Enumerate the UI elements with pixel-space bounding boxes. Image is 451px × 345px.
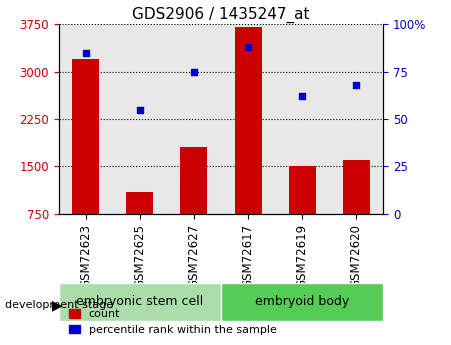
Bar: [235, 27, 262, 262]
Bar: [72, 59, 99, 262]
Point: [190, 69, 198, 74]
Point: [244, 44, 252, 50]
Point: [82, 50, 89, 55]
Legend: count, percentile rank within the sample: count, percentile rank within the sample: [64, 305, 281, 339]
Text: embryonic stem cell: embryonic stem cell: [76, 295, 203, 308]
Bar: [289, 167, 316, 262]
FancyBboxPatch shape: [221, 283, 383, 321]
Title: GDS2906 / 1435247_at: GDS2906 / 1435247_at: [132, 7, 310, 23]
Text: development stage: development stage: [5, 300, 113, 310]
FancyBboxPatch shape: [59, 283, 221, 321]
Point: [136, 107, 143, 112]
Point: [299, 93, 306, 99]
Bar: [126, 192, 153, 262]
Text: ▶: ▶: [52, 298, 63, 312]
Bar: [343, 160, 370, 262]
Bar: [180, 148, 207, 262]
Point: [353, 82, 360, 88]
Text: embryoid body: embryoid body: [255, 295, 349, 308]
